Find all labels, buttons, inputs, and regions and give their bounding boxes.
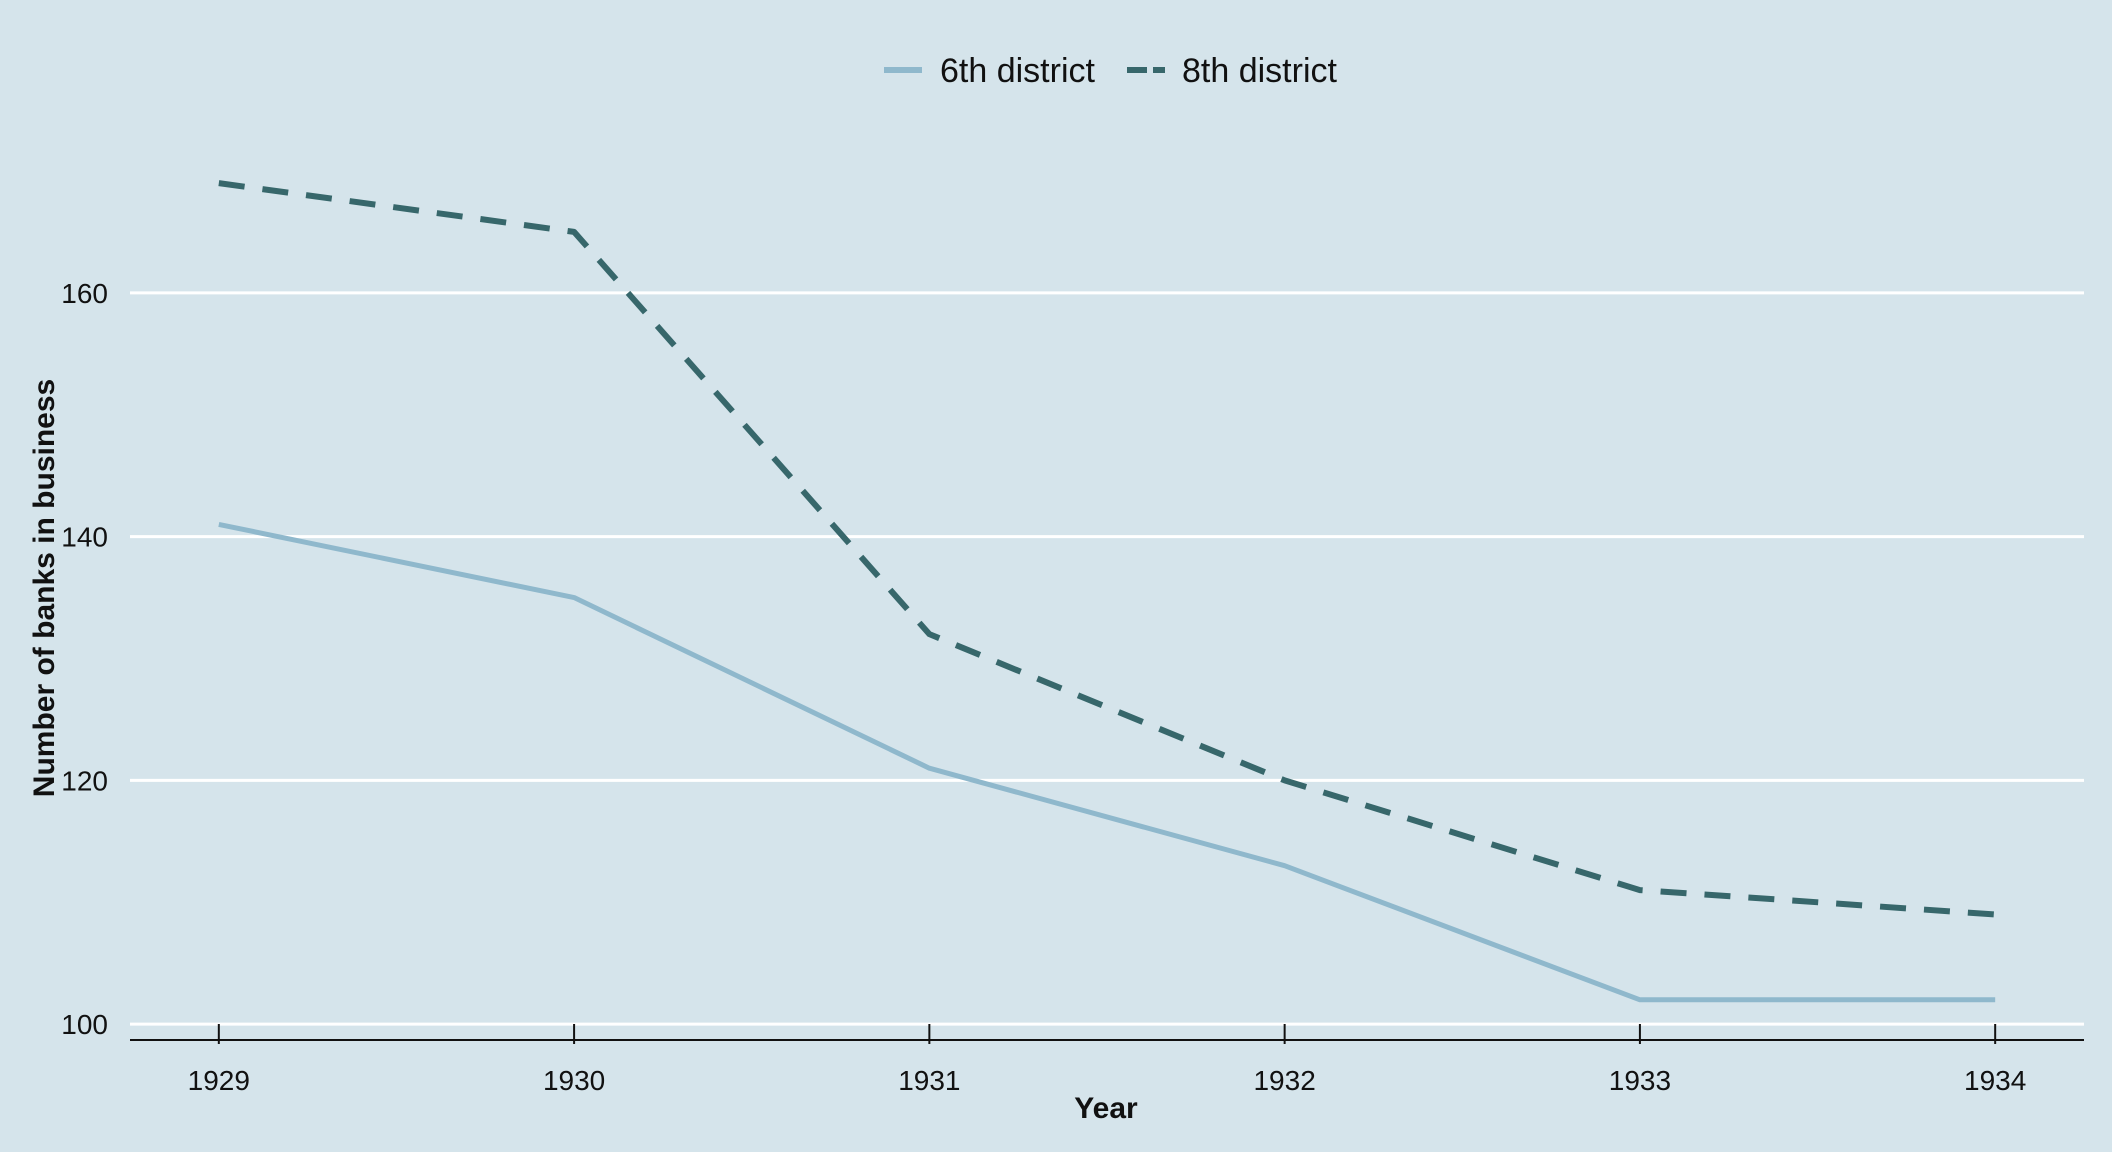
- y-axis-tick-labels: 100 120 140 160: [61, 278, 108, 1040]
- x-tick-label-1930: 1930: [543, 1065, 605, 1096]
- legend-label-6th-district: 6th district: [940, 52, 1095, 90]
- legend-label-8th-district: 8th district: [1182, 52, 1337, 90]
- x-tick-label-1934: 1934: [1964, 1065, 2026, 1096]
- gridlines: [130, 291, 2084, 1026]
- legend: 6th district 8th district: [884, 52, 1337, 90]
- y-tick-label-100: 100: [61, 1009, 108, 1040]
- x-tick-label-1933: 1933: [1609, 1065, 1671, 1096]
- y-tick-label-140: 140: [61, 522, 108, 553]
- series-line-6th-district: [218, 521, 1996, 1003]
- x-tick-label-1931: 1931: [898, 1065, 960, 1096]
- series-lines: [218, 180, 1996, 1003]
- y-axis-title: Number of banks in business: [28, 379, 61, 797]
- y-tick-label-160: 160: [61, 278, 108, 309]
- x-tick-label-1932: 1932: [1253, 1065, 1315, 1096]
- y-tick-label-120: 120: [61, 765, 108, 796]
- x-tick-label-1929: 1929: [188, 1065, 250, 1096]
- x-axis-title: Year: [1074, 1092, 1138, 1125]
- x-axis: 1929 1930 1931 1932 1933 1934: [130, 1024, 2084, 1096]
